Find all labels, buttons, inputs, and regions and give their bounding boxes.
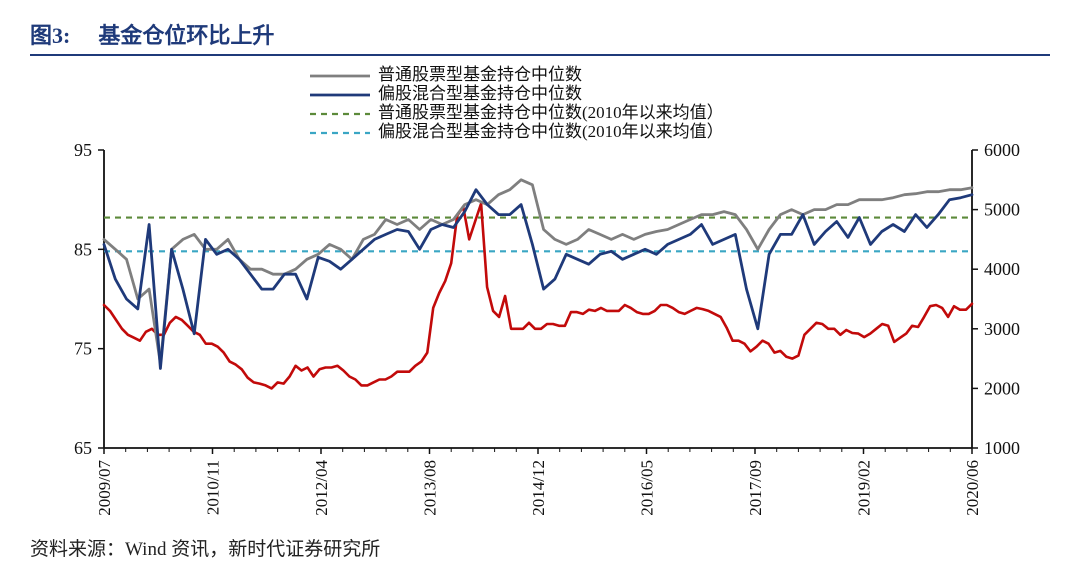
title-underline bbox=[30, 54, 1050, 56]
figure-label: 图3: bbox=[30, 18, 70, 50]
y-right-tick-label: 6000 bbox=[984, 140, 1020, 160]
y-left-tick-label: 65 bbox=[74, 438, 92, 458]
y-left-tick-label: 95 bbox=[74, 140, 92, 160]
red-index-line bbox=[104, 204, 972, 389]
chart-svg: 65 75 85 95 1000 2000 3000 4000 5000 6000 2009/07 2… bbox=[30, 62, 1050, 532]
y-right-tick-label: 5000 bbox=[984, 200, 1020, 220]
legend-label: 偏股混合型基金持仓中位数(2010年以来均值） bbox=[378, 122, 724, 141]
x-tick-label: 2016/05 bbox=[637, 460, 656, 516]
x-tick-label: 2013/08 bbox=[420, 460, 439, 516]
chart-plot-area: 65 75 85 95 1000 2000 3000 4000 5000 6000 2009/07 2… bbox=[30, 62, 1050, 532]
legend-label: 偏股混合型基金持仓中位数 bbox=[378, 84, 582, 103]
x-tick-label: 2010/11 bbox=[203, 460, 222, 515]
x-tick-label: 2014/12 bbox=[529, 460, 548, 516]
x-tick-label: 2009/07 bbox=[95, 460, 114, 516]
y-left-tick-label: 85 bbox=[74, 239, 92, 259]
legend-label: 普通股票型基金持仓中位数 bbox=[378, 65, 582, 84]
title-row: 图3: 基金仓位环比上升 bbox=[30, 18, 1050, 50]
x-tick-label: 2020/06 bbox=[963, 460, 982, 516]
figure-container: 图3: 基金仓位环比上升 65 75 85 95 1000 2000 3000 4000 500… bbox=[30, 18, 1050, 561]
source-text: 资料来源：Wind 资讯，新时代证券研究所 bbox=[30, 534, 1050, 561]
y-left-tick-label: 75 bbox=[74, 339, 92, 359]
legend-label: 普通股票型基金持仓中位数(2010年以来均值） bbox=[378, 103, 724, 122]
x-tick-label: 2019/02 bbox=[854, 460, 873, 516]
x-tick-label: 2012/04 bbox=[312, 460, 331, 516]
figure-title: 基金仓位环比上升 bbox=[98, 18, 274, 50]
y-right-tick-label: 4000 bbox=[984, 259, 1020, 279]
x-tick-label: 2017/09 bbox=[746, 460, 765, 516]
y-right-tick-label: 3000 bbox=[984, 319, 1020, 339]
y-right-tick-label: 1000 bbox=[984, 438, 1020, 458]
y-right-tick-label: 2000 bbox=[984, 378, 1020, 398]
